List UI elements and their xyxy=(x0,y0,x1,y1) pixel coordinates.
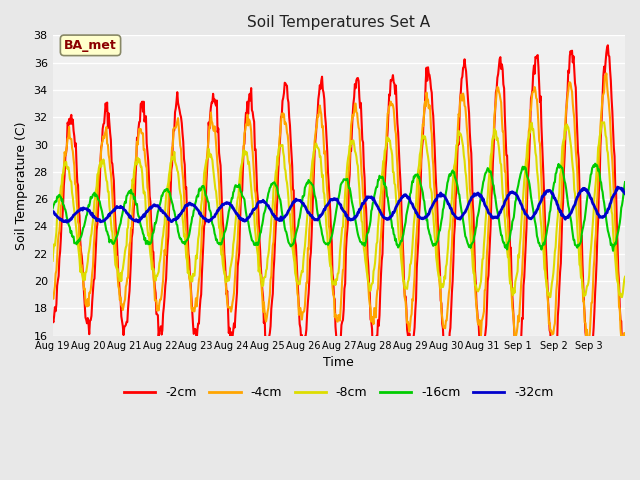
Legend: -2cm, -4cm, -8cm, -16cm, -32cm: -2cm, -4cm, -8cm, -16cm, -32cm xyxy=(119,382,559,405)
Text: BA_met: BA_met xyxy=(64,39,117,52)
Title: Soil Temperatures Set A: Soil Temperatures Set A xyxy=(247,15,430,30)
X-axis label: Time: Time xyxy=(323,356,354,369)
Y-axis label: Soil Temperature (C): Soil Temperature (C) xyxy=(15,121,28,250)
